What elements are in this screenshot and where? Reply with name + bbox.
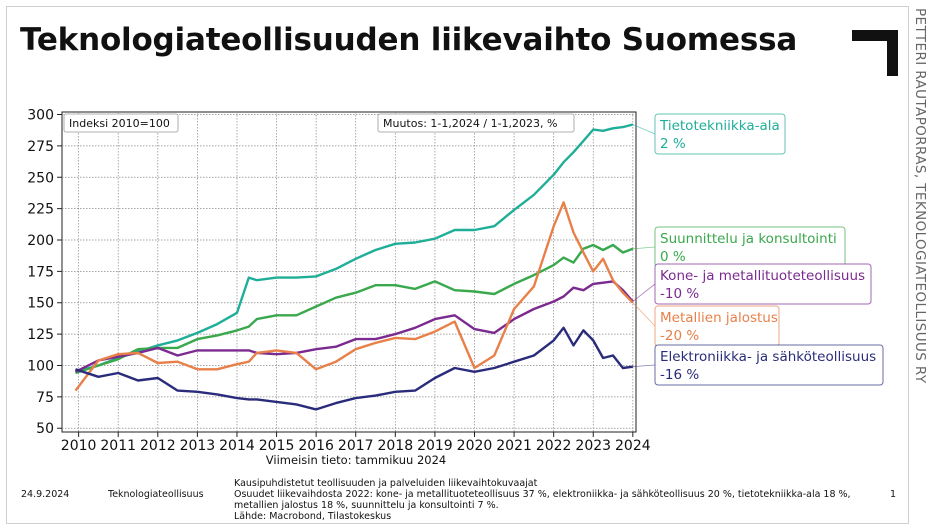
series-line — [75, 243, 634, 375]
x-tick-label: 2015 — [259, 438, 295, 454]
series-callout: Kone- ja metallituoteteollisuus -10 % — [632, 263, 872, 305]
y-tick-label: 225 — [27, 202, 54, 218]
x-tick-label: 2010 — [61, 438, 97, 454]
change-label: Muutos: 1-1,2024 / 1-1,2023, % — [383, 117, 557, 130]
series-line — [75, 326, 633, 411]
callout-connector — [632, 283, 656, 302]
y-tick-label: 100 — [27, 358, 54, 374]
footer-notes: Kausipuhdistetut teollisuuden ja palvelu… — [234, 478, 874, 522]
x-tick-label: 2019 — [417, 438, 453, 454]
page-title: Teknologiateollisuuden liikevaihto Suome… — [20, 22, 798, 58]
series-name-label: Kone- ja metallituoteteollisuus — [660, 268, 865, 284]
y-tick-label: 200 — [27, 233, 54, 249]
series-change-label: -20 % — [660, 328, 699, 344]
series-line — [74, 201, 634, 392]
plot-frame — [61, 111, 637, 433]
series-callout: Tietotekniikka-ala 2 % — [632, 113, 786, 155]
index-label-box — [63, 113, 179, 133]
footer-date: 24.9.2024 — [21, 489, 70, 500]
x-tick-label: 2020 — [457, 438, 493, 454]
callout-box — [654, 344, 884, 386]
series-change-label: 0 % — [660, 249, 686, 265]
x-axis-label: Viimeisin tieto: tammikuu 2024 — [266, 453, 446, 467]
y-tick-label: 125 — [27, 327, 54, 343]
series-name-label: Metallien jalostus — [660, 310, 778, 326]
y-tick-label: 250 — [27, 170, 54, 186]
series-callout: Suunnittelu ja konsultointi 0 % — [632, 226, 846, 268]
footer-note-line: Kausipuhdistetut teollisuuden ja palvelu… — [234, 478, 538, 489]
page-number: 1 — [890, 489, 897, 500]
x-tick-label: 2013 — [180, 438, 216, 454]
callout-box — [654, 263, 872, 305]
series-name-label: Suunnittelu ja konsultointi — [660, 231, 837, 247]
y-tick-label: 50 — [36, 421, 54, 437]
x-tick-label: 2021 — [496, 438, 532, 454]
company-logo-icon — [852, 30, 898, 76]
callout-connector — [632, 124, 656, 135]
slide-frame — [6, 6, 909, 524]
series-name-label: Elektroniikka- ja sähköteollisuus — [660, 349, 876, 365]
x-tick-label: 2017 — [338, 438, 374, 454]
index-label: Indeksi 2010=100 — [69, 117, 170, 130]
y-tick-label: 275 — [27, 139, 54, 155]
y-tick-label: 175 — [27, 264, 54, 280]
footer-organization: Teknologiateollisuus — [108, 489, 204, 500]
callout-connector — [632, 302, 656, 327]
callout-box — [654, 113, 786, 155]
series-callout: Metallien jalostus -20 % — [632, 302, 780, 347]
x-tick-label: 2012 — [140, 438, 176, 454]
series-callout: Elektroniikka- ja sähköteollisuus -16 % — [632, 344, 884, 386]
callout-connector — [632, 364, 656, 368]
change-label-box — [377, 113, 575, 133]
y-tick-label: 150 — [27, 296, 54, 312]
x-tick-label: 2014 — [219, 438, 255, 454]
series-change-label: -16 % — [660, 367, 699, 383]
series-name-label: Tietotekniikka-ala — [659, 118, 780, 134]
x-tick-label: 2018 — [377, 438, 413, 454]
x-tick-label: 2016 — [298, 438, 334, 454]
series-line — [74, 280, 634, 373]
x-tick-label: 2024 — [615, 438, 651, 454]
y-tick-label: 300 — [27, 108, 54, 124]
x-tick-label: 2023 — [575, 438, 611, 454]
series-line — [75, 123, 634, 373]
x-tick-label: 2011 — [100, 438, 136, 454]
footer-note-line: Osuudet liikevaihdosta 2022: kone- ja me… — [234, 489, 851, 500]
footer-note-line: metallien jalostus 18 %, suunnittelu ja … — [234, 500, 499, 511]
series-change-label: -10 % — [660, 286, 699, 302]
series-change-label: 2 % — [660, 136, 686, 152]
x-tick-label: 2022 — [536, 438, 572, 454]
callout-connector — [632, 246, 656, 250]
y-tick-label: 75 — [36, 390, 54, 406]
footer-note-line: Lähde: Macrobond, Tilastokeskus — [234, 511, 392, 522]
